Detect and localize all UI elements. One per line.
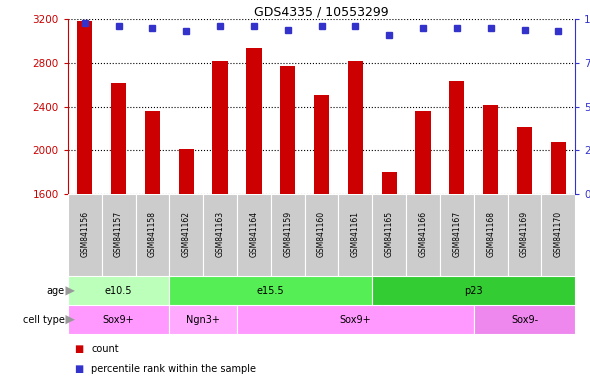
Text: ■: ■ xyxy=(74,344,83,354)
Text: GSM841166: GSM841166 xyxy=(418,210,428,257)
Bar xyxy=(68,276,169,305)
Bar xyxy=(474,194,507,276)
Text: GSM841163: GSM841163 xyxy=(215,210,225,257)
Text: GSM841164: GSM841164 xyxy=(250,210,258,257)
Bar xyxy=(237,305,474,334)
Text: e15.5: e15.5 xyxy=(257,286,284,296)
Bar xyxy=(237,194,271,276)
Bar xyxy=(101,194,136,276)
Bar xyxy=(203,194,237,276)
Text: ■: ■ xyxy=(74,364,83,374)
Text: percentile rank within the sample: percentile rank within the sample xyxy=(91,364,257,374)
Text: GSM841160: GSM841160 xyxy=(317,210,326,257)
Bar xyxy=(246,48,261,194)
Bar xyxy=(169,194,203,276)
Bar xyxy=(507,194,542,276)
Bar xyxy=(550,142,566,194)
Text: p23: p23 xyxy=(464,286,483,296)
Text: count: count xyxy=(91,344,119,354)
Text: GSM841162: GSM841162 xyxy=(182,210,191,257)
Text: GSM841161: GSM841161 xyxy=(351,210,360,257)
Text: GSM841158: GSM841158 xyxy=(148,210,157,257)
Bar xyxy=(280,66,296,194)
Text: GSM841168: GSM841168 xyxy=(486,210,495,257)
Text: e10.5: e10.5 xyxy=(105,286,132,296)
Bar xyxy=(271,194,304,276)
Bar xyxy=(440,194,474,276)
Text: GSM841170: GSM841170 xyxy=(554,210,563,257)
Bar xyxy=(517,127,532,194)
Bar xyxy=(314,94,329,194)
Bar xyxy=(474,305,575,334)
Text: GSM841157: GSM841157 xyxy=(114,210,123,257)
Bar xyxy=(169,305,237,334)
Bar xyxy=(415,111,431,194)
Bar xyxy=(372,194,406,276)
Bar xyxy=(145,111,160,194)
Text: GSM841169: GSM841169 xyxy=(520,210,529,257)
Bar xyxy=(212,61,228,194)
Bar xyxy=(542,194,575,276)
Bar xyxy=(169,276,372,305)
Text: Sox9+: Sox9+ xyxy=(340,314,371,325)
Bar xyxy=(382,172,397,194)
Bar xyxy=(68,305,169,334)
Text: GSM841159: GSM841159 xyxy=(283,210,292,257)
Text: Sox9+: Sox9+ xyxy=(103,314,135,325)
Text: Sox9-: Sox9- xyxy=(511,314,538,325)
Bar xyxy=(483,106,499,194)
Bar xyxy=(406,194,440,276)
Text: GSM841156: GSM841156 xyxy=(80,210,89,257)
Text: GSM841165: GSM841165 xyxy=(385,210,394,257)
Bar xyxy=(68,194,101,276)
Bar xyxy=(77,22,93,194)
Bar xyxy=(348,61,363,194)
Text: GSM841167: GSM841167 xyxy=(453,210,461,257)
Text: cell type: cell type xyxy=(23,314,65,325)
Bar xyxy=(304,194,339,276)
Text: age: age xyxy=(47,286,65,296)
Bar xyxy=(179,149,194,194)
Bar xyxy=(449,81,464,194)
Bar xyxy=(136,194,169,276)
Title: GDS4335 / 10553299: GDS4335 / 10553299 xyxy=(254,5,389,18)
Bar xyxy=(339,194,372,276)
Text: Ngn3+: Ngn3+ xyxy=(186,314,220,325)
Bar xyxy=(372,276,575,305)
Bar xyxy=(111,83,126,194)
